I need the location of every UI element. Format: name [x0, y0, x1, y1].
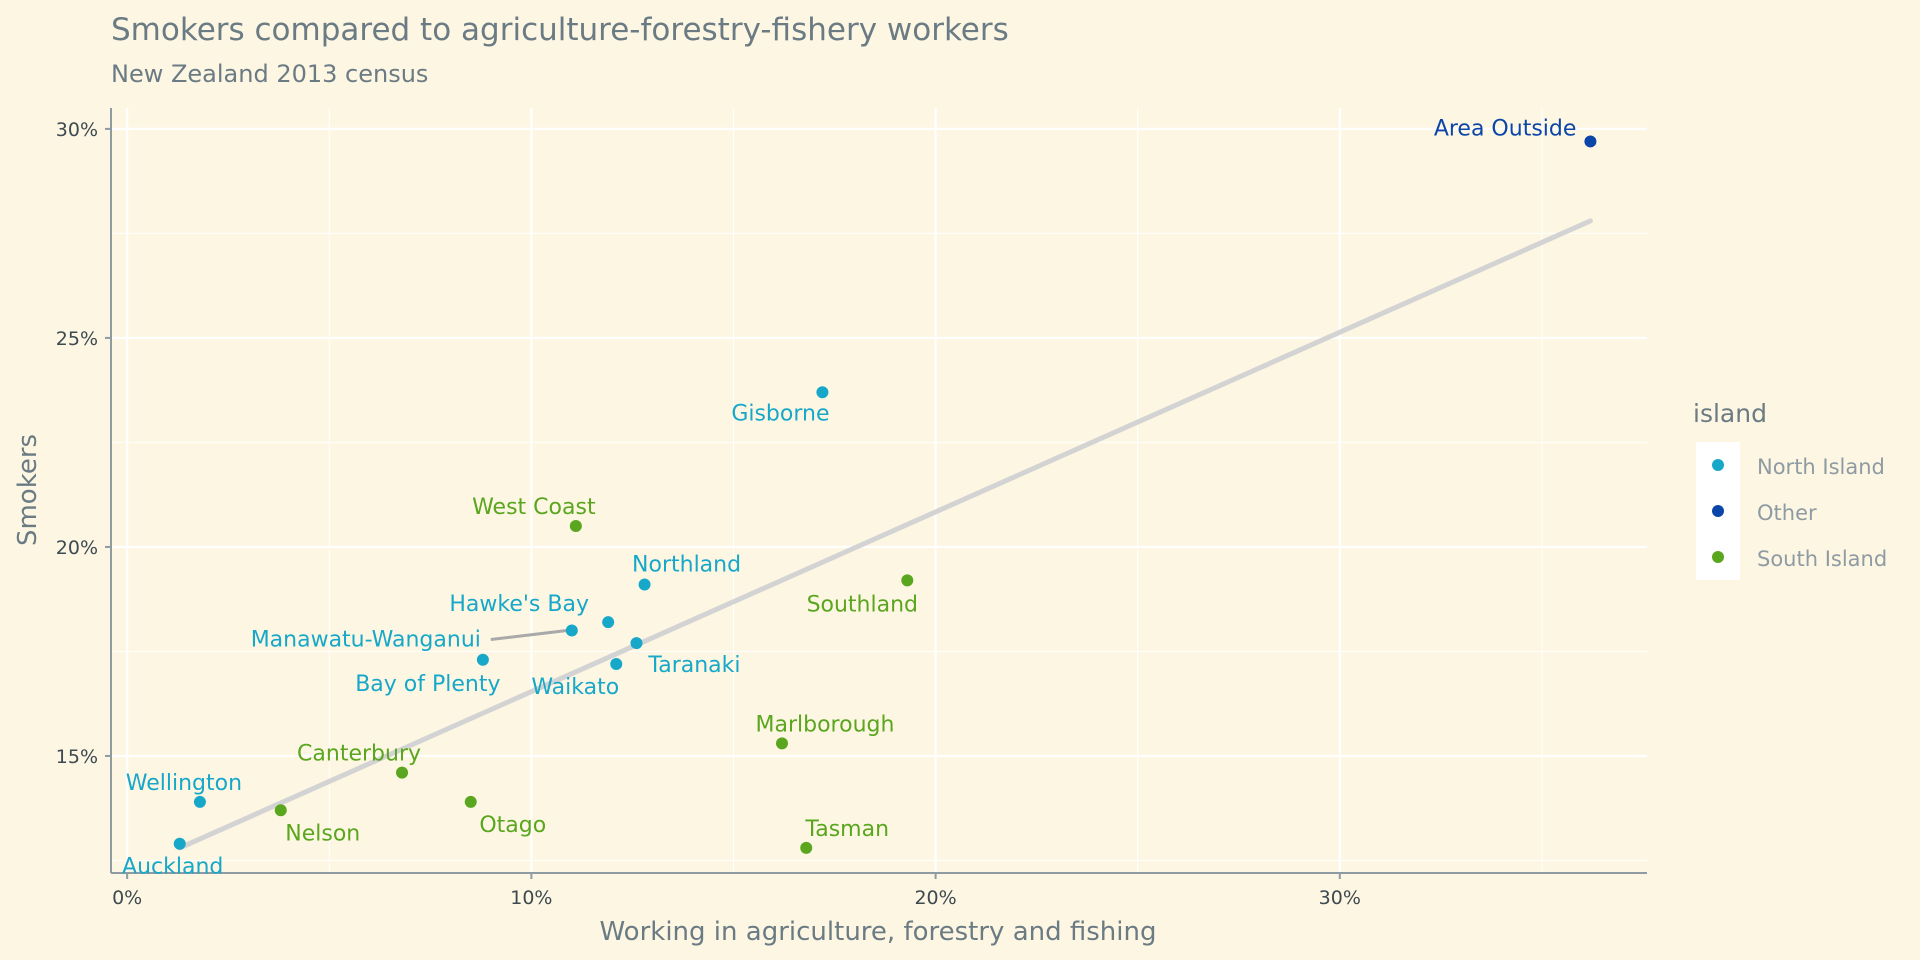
- point-label: Taranaki: [647, 653, 740, 678]
- y-tick-label: 30%: [56, 119, 98, 141]
- axes: [110, 108, 1647, 874]
- point-label: Tasman: [804, 817, 889, 842]
- x-tick-label: 20%: [914, 887, 956, 909]
- data-point: [1584, 135, 1597, 148]
- trend-layer: [177, 218, 1593, 851]
- point-label: Gisborne: [731, 401, 829, 426]
- legend: island North Island Other South Island: [1693, 399, 1887, 580]
- point-label: Waikato: [531, 675, 619, 700]
- chart-title: Smokers compared to agriculture-forestry…: [111, 12, 1009, 48]
- point-label: Nelson: [285, 821, 360, 846]
- data-point: [816, 386, 829, 399]
- y-tick-label: 20%: [56, 537, 98, 559]
- x-tick-label: 30%: [1319, 887, 1361, 909]
- point-label: Marlborough: [756, 712, 895, 737]
- data-point: [638, 578, 651, 591]
- legend-key: [1712, 459, 1724, 471]
- point-label: Otago: [479, 813, 546, 838]
- data-point: [464, 795, 477, 808]
- tick-labels: 0% 10% 20% 30% 15% 20% 25% 30%: [56, 119, 1361, 909]
- label-connectors: [490, 629, 567, 642]
- legend-label: Other: [1757, 501, 1817, 525]
- data-point: [800, 841, 813, 854]
- legend-key: [1712, 505, 1724, 517]
- y-tick-label: 15%: [56, 746, 98, 768]
- grid: [111, 108, 1647, 873]
- data-point: [569, 520, 582, 533]
- point-label: Manawatu-Wanganui: [251, 628, 481, 653]
- data-point: [193, 795, 206, 808]
- x-tick-label: 0%: [112, 887, 142, 909]
- data-point: [901, 574, 914, 587]
- data-point: [610, 657, 623, 670]
- data-point: [775, 737, 788, 750]
- legend-label: South Island: [1757, 547, 1887, 571]
- data-point: [396, 766, 409, 779]
- point-labels: Area Outside Gisborne West Coast Northland S…: [122, 116, 1576, 879]
- point-label: Area Outside: [1434, 116, 1577, 141]
- data-point: [565, 624, 578, 637]
- label-connector: [490, 629, 567, 642]
- point-label: Northland: [632, 553, 741, 578]
- y-tick-label: 25%: [56, 328, 98, 350]
- data-point: [602, 616, 615, 629]
- point-label: Auckland: [122, 855, 223, 880]
- point-label: Canterbury: [297, 742, 421, 767]
- point-label: Bay of Plenty: [355, 672, 500, 697]
- data-point: [274, 804, 287, 817]
- legend-label: North Island: [1757, 455, 1885, 479]
- legend-key: [1712, 551, 1724, 563]
- point-label: Wellington: [126, 771, 242, 796]
- data-point: [476, 653, 489, 666]
- point-label: Southland: [807, 592, 918, 617]
- point-label: West Coast: [472, 495, 596, 520]
- legend-title: island: [1693, 399, 1767, 428]
- y-axis-title: Smokers: [13, 434, 43, 546]
- x-tick-label: 10%: [510, 887, 552, 909]
- data-point: [173, 837, 186, 850]
- point-label: Hawke's Bay: [449, 592, 589, 617]
- data-points: [173, 135, 1597, 854]
- data-point: [630, 637, 643, 650]
- trend-line: [177, 218, 1593, 851]
- x-axis-title: Working in agriculture, forestry and fis…: [600, 917, 1157, 947]
- chart-subtitle: New Zealand 2013 census: [111, 60, 428, 88]
